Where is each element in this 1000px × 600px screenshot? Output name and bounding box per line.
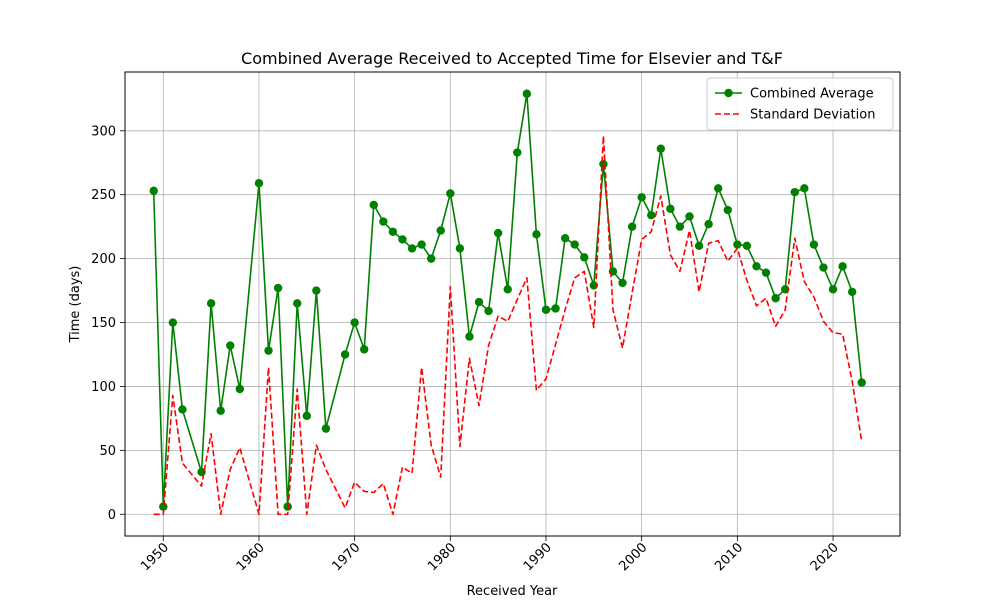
combined-average-point [369, 200, 378, 210]
legend: Combined Average Standard Deviation [706, 77, 894, 131]
combined-average-point [714, 184, 723, 193]
combined-average-point [599, 159, 608, 169]
combined-average-point [790, 187, 799, 197]
combined-average-point [694, 241, 704, 251]
combined-average-point [608, 267, 618, 276]
combined-average-point [809, 240, 819, 249]
combined-average-point [723, 205, 732, 215]
combined-average-point [570, 240, 579, 249]
combined-average-point [503, 285, 512, 294]
combined-average-point [359, 345, 369, 354]
combined-average-point [350, 318, 359, 327]
combined-average-point [340, 350, 350, 359]
combined-average-point [484, 306, 493, 316]
combined-average-point [675, 222, 685, 231]
combined-average-point [618, 278, 627, 288]
legend-marker-combined-average [724, 88, 733, 98]
standard-deviation-line [153, 135, 863, 516]
plot-frame [124, 71, 901, 537]
combined-average-point [761, 268, 771, 277]
combined-average-point [847, 287, 857, 297]
series-layer [149, 89, 866, 516]
combined-average-point [647, 210, 656, 220]
combined-average-point [704, 219, 713, 229]
combined-average-point [235, 384, 245, 394]
combined-average-point [627, 222, 637, 231]
combined-average-point [474, 297, 484, 307]
y-tick-label: 300 [91, 124, 116, 139]
combined-average-point [159, 502, 168, 511]
combined-average-point [426, 254, 436, 263]
combined-average-point [541, 305, 551, 314]
combined-average-point [388, 227, 398, 236]
combined-average-point [493, 228, 503, 238]
legend-label-standard-deviation: Standard Deviation [750, 108, 875, 123]
y-tick-label: 150 [91, 316, 116, 331]
y-tick-label: 250 [91, 188, 116, 203]
combined-average-point [446, 189, 455, 198]
legend-label-combined-average: Combined Average [750, 87, 874, 102]
combined-average-point [455, 244, 465, 253]
combined-average-point [580, 253, 589, 262]
combined-average-point [168, 318, 178, 327]
combined-average-point [321, 424, 331, 433]
combined-average-point [149, 186, 158, 196]
combined-average-point [407, 244, 417, 253]
combined-average-point [838, 262, 847, 271]
combined-average-point [685, 212, 694, 221]
combined-average-point [379, 217, 388, 226]
combined-average-point [178, 405, 187, 414]
combined-average-point [465, 332, 474, 341]
combined-average-point [532, 230, 541, 239]
combined-average-point [293, 299, 302, 308]
y-tick-label: 0 [108, 508, 116, 523]
combined-average-point [312, 286, 321, 295]
x-axis-label: Received Year [467, 584, 558, 599]
combined-average-point [226, 341, 235, 350]
combined-average-point [800, 184, 809, 193]
combined-average-point [264, 346, 273, 355]
y-tick-label: 200 [91, 252, 116, 267]
combined-average-point [513, 148, 522, 157]
combined-average-point [206, 299, 216, 308]
chart-title: Combined Average Received to Accepted Ti… [241, 49, 783, 68]
y-axis: 0 50 100 150 200 250 300 [91, 124, 125, 523]
combined-average-point [398, 235, 407, 244]
combined-average-point [733, 240, 742, 249]
combined-average-point [417, 240, 426, 249]
combined-average-point [819, 263, 828, 272]
combined-average-point [637, 193, 646, 202]
combined-average-point [254, 179, 264, 188]
combined-average-point [560, 233, 570, 243]
combined-average-point [522, 89, 532, 98]
grid [125, 72, 900, 536]
combined-average-point [771, 294, 780, 303]
combined-average-point [666, 204, 675, 213]
combined-average-point [857, 378, 866, 387]
combined-average-point [752, 262, 761, 271]
legend-box [706, 77, 894, 131]
y-axis-label: Time (days) [68, 266, 83, 344]
combined-average-point [302, 411, 311, 421]
combined-average-point [551, 304, 560, 313]
combined-average-point [828, 285, 838, 294]
combined-average-point [742, 241, 752, 251]
y-tick-label: 50 [99, 444, 116, 459]
y-tick-label: 100 [91, 380, 116, 395]
combined-average-point [273, 283, 283, 293]
combined-average-point [436, 226, 445, 235]
combined-average-point [656, 144, 666, 153]
combined-average-point [216, 406, 225, 415]
